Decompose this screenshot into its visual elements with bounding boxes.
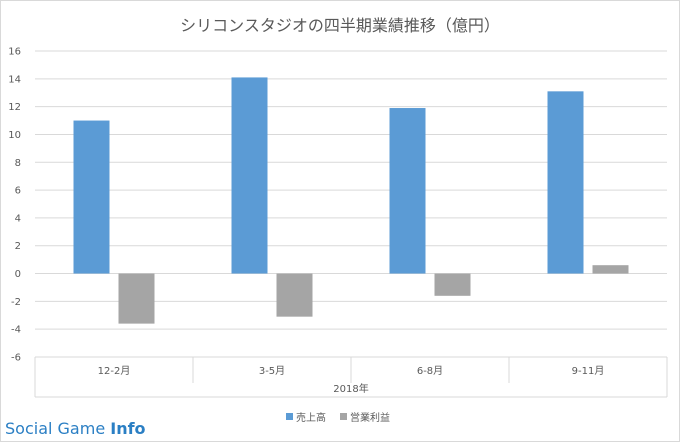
watermark-logo: Social Game Info	[5, 419, 146, 438]
legend-label: 売上高	[296, 411, 326, 424]
y-tick-label: -2	[11, 297, 21, 308]
y-tick-label: -6	[11, 353, 21, 364]
legend-swatch-1	[340, 413, 347, 420]
x-axis: 12-2月 3-5月 6-8月 9-11月 2018年	[34, 356, 668, 398]
y-tick-label: 0	[15, 269, 21, 280]
bar-sales-3	[547, 91, 584, 274]
legend-swatch-0	[286, 413, 293, 420]
legend-label: 営業利益	[350, 411, 390, 424]
bar-operating-profit-2	[434, 273, 471, 296]
y-tick-label: 14	[8, 74, 21, 85]
x-tick-label: 12-2月	[98, 365, 131, 377]
bar-operating-profit-1	[276, 273, 313, 317]
y-tick-label: 16	[8, 47, 21, 58]
chart-title: シリコンスタジオの四半期業績推移（億円）	[180, 16, 500, 35]
bar-operating-profit-3	[592, 265, 629, 274]
bar-operating-profit-0	[118, 273, 155, 324]
y-tick-label: 2	[15, 241, 21, 252]
y-axis-ticks: -6 -4 -2 0 2 4 6 8 10 12 14 16	[8, 47, 21, 364]
x-tick-label: 9-11月	[572, 365, 605, 377]
y-tick-label: 6	[15, 186, 21, 197]
bar-sales-1	[231, 77, 268, 274]
y-tick-label: 10	[8, 130, 21, 141]
x-tick-label: 3-5月	[259, 365, 285, 377]
y-tick-label: 12	[8, 102, 21, 113]
bar-sales-2	[389, 108, 426, 274]
y-tick-label: -4	[11, 325, 21, 336]
x-group-label: 2018年	[333, 382, 368, 395]
bar-sales-0	[73, 120, 110, 274]
y-tick-label: 8	[15, 158, 21, 169]
y-tick-label: 4	[15, 213, 21, 224]
legend: 売上高 営業利益	[286, 411, 390, 424]
x-tick-label: 6-8月	[417, 365, 443, 377]
bars	[73, 77, 629, 324]
